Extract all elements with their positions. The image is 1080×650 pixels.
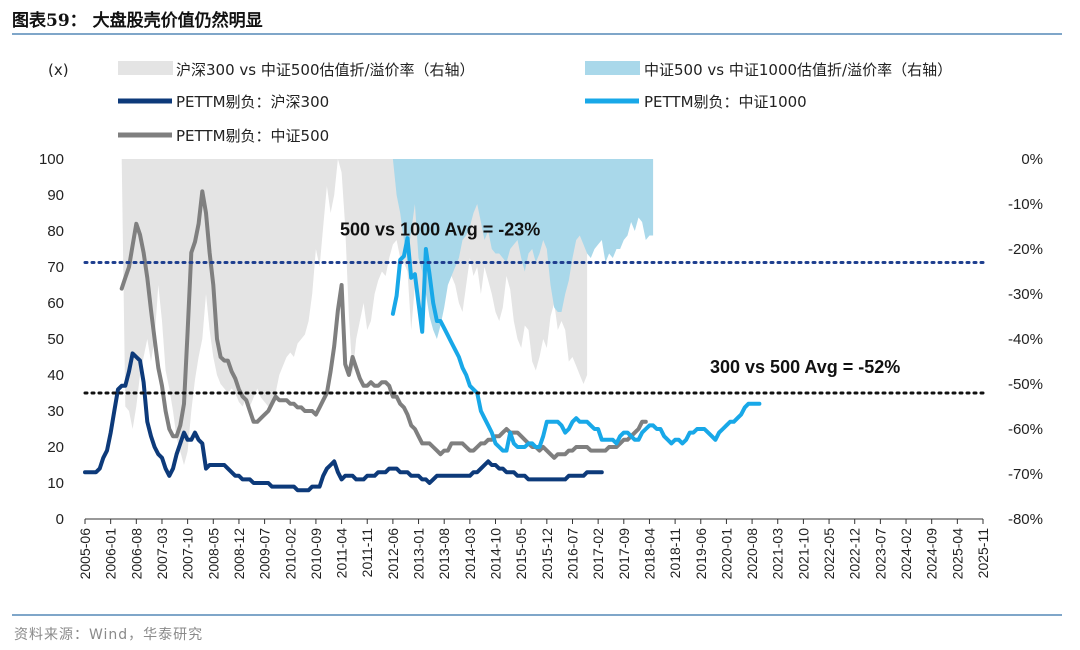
source-note: 资料来源：Wind，华泰研究	[14, 627, 204, 643]
avg-line-300-vs-500-label: 300 vs 500 Avg = -52%	[710, 357, 900, 377]
page-title: 图表59： 大盘股壳价值仍然明显	[12, 11, 263, 31]
x-tick-label: 2025-11	[975, 528, 991, 579]
legend-label-area-300-500: 沪深300 vs 中证500估值折/溢价率（右轴）	[176, 61, 475, 79]
y-left-tick-label: 20	[47, 439, 64, 456]
x-tick-label: 2017-09	[616, 528, 632, 580]
x-tick-label: 2024-02	[898, 528, 914, 580]
legend-label-line-500: PETTM剔负：中证500	[176, 127, 329, 145]
x-tick-label: 2021-10	[795, 528, 811, 580]
line-layer	[83, 189, 762, 493]
y-left-tick-label: 10	[47, 475, 64, 492]
x-tick-label: 2024-09	[924, 528, 940, 580]
x-tick-label: 2020-08	[744, 528, 760, 580]
x-tick-label: 2015-05	[513, 528, 529, 580]
x-tick-label: 2013-08	[436, 528, 452, 580]
average-lines-layer: 500 vs 1000 Avg = -23% 300 vs 500 Avg = -…	[83, 220, 985, 395]
y-left-tick-label: 70	[47, 259, 64, 276]
x-tick-label: 2014-10	[488, 528, 504, 580]
x-tick-label: 2007-03	[154, 528, 170, 580]
x-tick-label: 2011-04	[334, 528, 350, 579]
x-tick-label: 2015-12	[539, 528, 555, 580]
y-right-tick-label: -70%	[1008, 466, 1043, 483]
x-tick-label: 2013-01	[411, 528, 427, 580]
y-right-tick-label: -80%	[1008, 511, 1043, 528]
x-tick-label: 2010-09	[308, 528, 324, 580]
y-left-tick-label: 0	[56, 511, 64, 528]
x-tick-label: 2020-01	[718, 528, 734, 580]
x-tick-label: 2005-06	[77, 528, 93, 580]
x-tick-label: 2016-07	[565, 528, 581, 580]
y-right-tick-label: -50%	[1008, 376, 1043, 393]
y-right-tick-label: -40%	[1008, 331, 1043, 348]
y-right-tick-label: -10%	[1008, 196, 1043, 213]
line-pettm-hs300	[83, 351, 604, 493]
x-tick-label: 2022-05	[821, 528, 837, 580]
x-tick-label: 2008-12	[231, 528, 247, 580]
x-tick-label: 2009-07	[257, 528, 273, 580]
y-left-tick-label: 60	[47, 295, 64, 312]
y-right-tick-label: -60%	[1008, 421, 1043, 438]
y-left-tick-label: 30	[47, 403, 64, 420]
y-right-tick-label: -20%	[1008, 241, 1043, 258]
avg-line-500-vs-1000-label: 500 vs 1000 Avg = -23%	[340, 220, 540, 240]
x-tick-label: 2010-02	[282, 528, 298, 580]
y-left-tick-label: 80	[47, 223, 64, 240]
x-tick-label: 2008-05	[205, 528, 221, 580]
x-tick-label: 2018-11	[667, 528, 683, 579]
top-divider	[12, 33, 1062, 35]
y-left-tick-label: 90	[47, 187, 64, 204]
y-left-tick-label: 40	[47, 367, 64, 384]
x-tick-label: 2006-08	[128, 528, 144, 580]
left-axis-unit: (x)	[48, 61, 69, 79]
legend-label-line-300: PETTM剔负：沪深300	[176, 93, 329, 111]
x-tick-label: 2025-04	[949, 528, 965, 580]
x-tick-label: 2007-10	[180, 528, 196, 580]
y-left-tick-label: 100	[39, 151, 64, 168]
axes-layer: 0 10 20 30 40 50 60 70 80 90 100 -80% -70% -60% -50% -4…	[39, 151, 1043, 579]
x-tick-label: 2006-01	[103, 528, 119, 580]
x-tick-label: 2022-12	[847, 528, 863, 580]
y-right-tick-label: -30%	[1008, 286, 1043, 303]
x-tick-label: 2017-02	[590, 528, 606, 580]
x-tick-label: 2012-06	[385, 528, 401, 580]
x-tick-label: 2019-06	[693, 528, 709, 580]
x-tick-label: 2021-03	[770, 528, 786, 580]
bottom-divider	[12, 614, 1062, 616]
x-tick-label: 2023-07	[872, 528, 888, 580]
legend-label-area-500-1000: 中证500 vs 中证1000估值折/溢价率（右轴）	[644, 61, 952, 79]
y-left-tick-label: 50	[47, 331, 64, 348]
legend-swatch-area-500-1000	[585, 61, 640, 75]
legend: (x) 沪深300 vs 中证500估值折/溢价率（右轴） 中证500 vs 中…	[48, 61, 952, 145]
legend-swatch-area-300-500	[118, 61, 173, 75]
x-tick-label: 2014-03	[462, 528, 478, 580]
x-tick-label: 2018-04	[642, 528, 658, 580]
x-tick-label: 2011-11	[359, 528, 375, 578]
y-right-tick-label: 0%	[1021, 151, 1043, 168]
line-pettm-csi500	[119, 189, 648, 460]
area-500-vs-1000	[392, 159, 654, 339]
legend-label-line-1000: PETTM剔负：中证1000	[644, 93, 807, 111]
line-pettm-csi1000	[390, 236, 762, 453]
